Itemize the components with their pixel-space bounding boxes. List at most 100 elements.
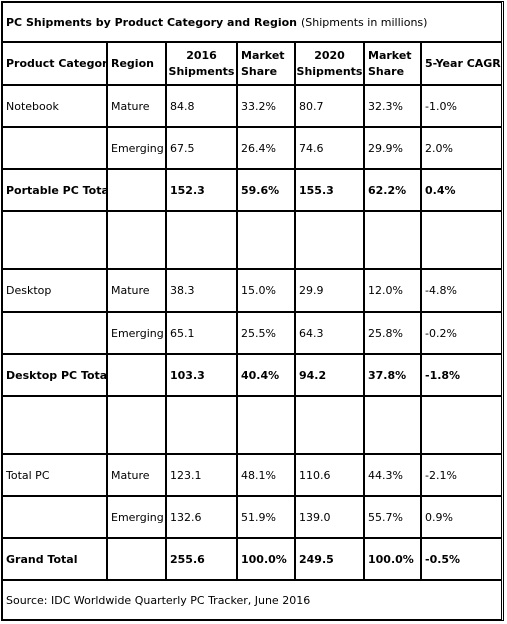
header-region-label: Region [111,57,154,70]
cell-value-s2020: 80.7 [299,99,324,113]
cell-value-s2020: 249.5 [299,552,334,566]
table-cell-s2020: 249.5 [295,538,364,580]
cell-value-cagr: -1.0% [425,99,457,113]
table-cell-cagr: -4.8% [421,269,502,312]
header-2020-shipments-line2: Shipments [296,64,363,78]
cell-value-ms2016: 26.4% [241,141,276,155]
table-cell-category: Desktop PC Total [2,354,107,396]
header-2020-market-share-line1: Market [368,48,412,62]
table-cell-category [2,396,107,454]
cell-value-ms2016: 59.6% [241,183,280,197]
table-cell-ms2016: 26.4% [237,127,295,169]
table-cell-region: Mature [107,85,166,127]
table-cell-region: Emerging [107,496,166,538]
cell-value-cagr: -1.8% [425,368,461,382]
table-cell-category [2,211,107,269]
cell-value-s2016: 255.6 [170,552,205,566]
table-cell-s2016: 152.3 [166,169,237,211]
table-cell-cagr [421,396,502,454]
header-2020-market-share-line2: Share [368,64,405,78]
table-cell-region: Emerging [107,127,166,169]
table-cell-s2016: 132.6 [166,496,237,538]
table-cell-s2016 [166,211,237,269]
table-cell-cagr: 2.0% [421,127,502,169]
table-cell-s2020: 80.7 [295,85,364,127]
cell-value-ms2016: 100.0% [241,552,287,566]
cell-value-s2016: 38.3 [170,284,195,297]
cell-value-s2020: 94.2 [299,368,327,382]
cell-value-cagr: 0.4% [425,183,456,197]
table-cell-s2016: 65.1 [166,312,237,354]
table-cell-cagr: 0.4% [421,169,502,211]
cell-value-ms2016: 15.0% [241,284,276,297]
table-cell-region: Mature [107,269,166,312]
title-bold-text: PC Shipments by Product Category and Reg… [6,15,297,29]
table-cell-ms2020: 32.3% [364,85,421,127]
cell-value-cagr: -4.8% [425,284,457,297]
header-2016-market-share-line2: Share [241,64,278,78]
table-cell-ms2016 [237,211,295,269]
title-units-text: (Shipments in millions) [300,15,428,29]
table-cell-ms2020 [364,211,421,269]
cell-value-cagr: -0.5% [425,552,461,566]
cell-value-category: Notebook [6,99,59,113]
table-cell-category: Total PC [2,454,107,496]
table-cell-ms2020: 29.9% [364,127,421,169]
cell-value-s2020: 64.3 [299,326,324,340]
cell-value-cagr: -0.2% [425,326,457,340]
cell-value-category: Desktop [6,284,52,297]
table-cell-region: Emerging [107,312,166,354]
cell-value-s2016: 123.1 [170,468,202,482]
table-cell-cagr [421,211,502,269]
table-cell-s2020: 155.3 [295,169,364,211]
cell-value-s2020: 139.0 [299,510,331,524]
table-cell-cagr: -2.1% [421,454,502,496]
table-cell-ms2016 [237,396,295,454]
table-cell-category: Grand Total [2,538,107,580]
cell-value-s2020: 110.6 [299,468,331,482]
header-2016-market-share-line1: Market [241,48,285,62]
header-product-category-label: Product Category [6,57,107,70]
cell-value-s2016: 84.8 [170,99,195,113]
table-cell-s2016: 123.1 [166,454,237,496]
cell-value-ms2016: 51.9% [241,510,276,524]
header-2016-market-share: Market Share [237,42,295,85]
cell-value-s2016: 132.6 [170,510,202,524]
table-cell-ms2016: 33.2% [237,85,295,127]
table-cell-ms2016: 40.4% [237,354,295,396]
cell-value-s2016: 65.1 [170,326,195,340]
header-region: Region [107,42,166,85]
table-cell-category: Desktop [2,269,107,312]
table-cell-ms2020: 37.8% [364,354,421,396]
table-cell-s2020: 94.2 [295,354,364,396]
cell-value-ms2020: 44.3% [368,468,403,482]
table-cell-ms2020: 62.2% [364,169,421,211]
cell-value-cagr: 0.9% [425,510,453,524]
table-cell-category [2,127,107,169]
cell-value-ms2020: 32.3% [368,99,403,113]
table-cell-ms2020: 44.3% [364,454,421,496]
table-cell-ms2016: 100.0% [237,538,295,580]
table-cell-category [2,312,107,354]
cell-value-ms2016: 48.1% [241,468,276,482]
header-2016-shipments-line2: Shipments [168,64,235,78]
cell-value-category: Grand Total [6,552,78,566]
cell-value-category: Desktop PC Total [6,368,107,382]
table-cell-s2016: 38.3 [166,269,237,312]
table-cell-region [107,169,166,211]
header-2016-shipments-line1: 2016 [186,48,217,62]
table-cell-region [107,211,166,269]
table-cell-cagr: -0.2% [421,312,502,354]
cell-value-ms2020: 62.2% [368,183,407,197]
header-2020-shipments-line1: 2020 [314,48,345,62]
cell-value-ms2020: 37.8% [368,368,407,382]
table-cell-cagr: -1.0% [421,85,502,127]
table-cell-s2020: 64.3 [295,312,364,354]
table-cell-ms2016: 59.6% [237,169,295,211]
table-title: PC Shipments by Product Category and Reg… [2,2,502,42]
cell-value-ms2020: 25.8% [368,326,403,340]
table-cell-s2016: 84.8 [166,85,237,127]
cell-value-s2020: 74.6 [299,141,324,155]
table-cell-s2016: 255.6 [166,538,237,580]
cell-value-category: Total PC [6,468,50,482]
